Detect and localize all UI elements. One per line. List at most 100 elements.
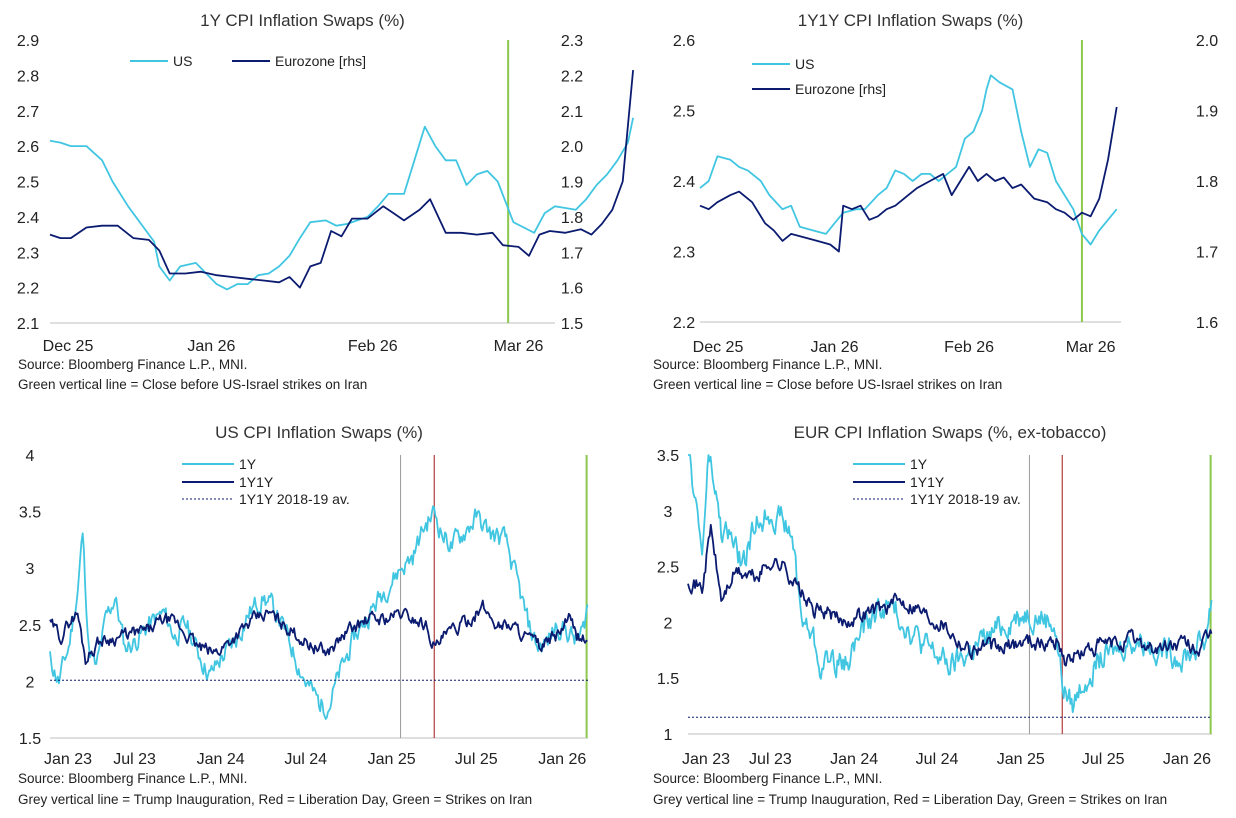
y-tick-label: 2.6 (17, 139, 39, 156)
chart-title: US CPI Inflation Swaps (%) (215, 423, 423, 442)
source-note: Source: Bloomberg Finance L.P., MNI. (653, 357, 883, 372)
chart-title: 1Y CPI Inflation Swaps (%) (200, 11, 405, 30)
y-tick-label: 2 (26, 674, 35, 691)
y-tick-label: 3 (664, 504, 673, 521)
y-tick-label: 2.4 (673, 174, 695, 191)
x-tick-label: Jul 25 (455, 751, 498, 768)
x-tick-label: Jan 26 (1163, 751, 1211, 768)
legend-label: 1Y (239, 456, 257, 472)
x-tick-label: Jan 26 (187, 338, 235, 355)
y2-tick-label: 1.5 (561, 316, 583, 333)
series-line-0 (688, 454, 1213, 714)
legend-label: US (795, 56, 814, 72)
y-tick-label: 1 (664, 727, 673, 744)
y-tick-label: 2.8 (17, 68, 39, 85)
x-tick-label: Jan 25 (368, 751, 416, 768)
y-tick-label: 2.6 (673, 33, 695, 50)
y-tick-label: 2.7 (17, 104, 39, 121)
x-tick-label: Jan 23 (682, 751, 730, 768)
series-line-1 (49, 599, 588, 665)
y-tick-label: 1.5 (657, 671, 679, 688)
chart-1y-cpi-swaps: 1Y CPI Inflation Swaps (%) 2.1 2.2 2.3 2.4 2.… (17, 11, 634, 355)
y-tick-label: 2.4 (17, 210, 39, 227)
chart-panel-1y-cpi: 1Y CPI Inflation Swaps (%) 2.1 2.2 2.3 2.4 2.… (0, 0, 634, 409)
y-tick-label: 4 (26, 448, 35, 465)
y-tick-label: 2.3 (673, 245, 695, 262)
x-tick-label: Mar 26 (494, 338, 544, 355)
y2-tick-label: 1.8 (1196, 174, 1218, 191)
source-note: Source: Bloomberg Finance L.P., MNI. (18, 771, 248, 786)
series-line-0 (49, 117, 634, 291)
x-tick-label: Jan 26 (811, 339, 859, 356)
chart-panel-1y1y-cpi: 1Y1Y CPI Inflation Swaps (%) 2.2 2.3 2.4 2.5… (618, 0, 1236, 409)
y-tick-label: 2.2 (17, 281, 39, 298)
y2-tick-label: 1.6 (561, 281, 583, 298)
y-tick-label: 3 (26, 561, 35, 578)
y-tick-label: 2 (664, 615, 673, 632)
series-line-0 (49, 505, 589, 720)
x-tick-label: Jul 25 (1082, 751, 1125, 768)
y-tick-label: 2.2 (673, 315, 695, 332)
legend-label: Eurozone [rhs] (275, 53, 366, 69)
x-tick-label: Jul 24 (284, 751, 327, 768)
series-line-1 (687, 523, 1213, 667)
x-tick-label: Jul 23 (113, 751, 156, 768)
legend-label: 1Y1Y 2018-19 av. (910, 491, 1021, 507)
y2-tick-label: 2.1 (561, 104, 583, 121)
legend-label: Eurozone [rhs] (795, 81, 886, 97)
chart-1y1y-cpi-swaps: 1Y1Y CPI Inflation Swaps (%) 2.2 2.3 2.4 2.5… (673, 11, 1218, 356)
line-legend-note: Grey vertical line = Trump Inauguration,… (653, 792, 1168, 807)
x-tick-label: Jan 24 (197, 751, 245, 768)
y-tick-label: 1.5 (19, 731, 41, 748)
chart-title: 1Y1Y CPI Inflation Swaps (%) (798, 11, 1024, 30)
line-legend-note: Green vertical line = Close before US-Is… (18, 377, 368, 392)
x-tick-label: Dec 25 (43, 338, 94, 355)
x-tick-label: Dec 25 (693, 339, 744, 356)
x-tick-label: Jan 26 (538, 751, 586, 768)
y-tick-label: 2.3 (17, 245, 39, 262)
legend-label: 1Y1Y (910, 474, 945, 490)
y-tick-label: 2.9 (17, 33, 39, 50)
line-legend-note: Grey vertical line = Trump Inauguration,… (18, 792, 533, 807)
y-tick-label: 2.5 (19, 618, 41, 635)
y-tick-label: 3.5 (19, 505, 41, 522)
y2-tick-label: 1.6 (1196, 315, 1218, 332)
source-note: Source: Bloomberg Finance L.P., MNI. (653, 771, 883, 786)
source-note: Source: Bloomberg Finance L.P., MNI. (18, 357, 248, 372)
y-tick-label: 2.5 (657, 560, 679, 577)
y2-tick-label: 2.3 (561, 33, 583, 50)
x-tick-label: Feb 26 (348, 338, 398, 355)
chart-eur-cpi-swaps: EUR CPI Inflation Swaps (%, ex-tobacco) 1… (657, 423, 1213, 768)
x-tick-label: Jan 25 (997, 751, 1045, 768)
y2-tick-label: 2.2 (561, 68, 583, 85)
y-tick-label: 3.5 (657, 448, 679, 465)
series-line-1 (699, 106, 1118, 253)
chart-title: EUR CPI Inflation Swaps (%, ex-tobacco) (794, 423, 1107, 442)
y2-tick-label: 2.0 (561, 139, 583, 156)
y2-tick-label: 1.8 (561, 210, 583, 227)
legend-label: 1Y1Y (239, 474, 274, 490)
x-tick-label: Jul 24 (916, 751, 959, 768)
y2-tick-label: 1.7 (1196, 245, 1218, 262)
legend-label: US (173, 53, 192, 69)
y-tick-label: 2.5 (673, 104, 695, 121)
x-tick-label: Jan 23 (44, 751, 92, 768)
legend-label: 1Y (910, 456, 928, 472)
series-line-1 (49, 70, 634, 289)
chart-us-cpi-swaps: US CPI Inflation Swaps (%) 1.5 2 2.5 3 3.5 4 Ja… (19, 423, 589, 768)
x-tick-label: Mar 26 (1066, 339, 1116, 356)
chart-panel-eur-cpi: EUR CPI Inflation Swaps (%, ex-tobacco) 1… (618, 409, 1236, 818)
y-tick-label: 2.5 (17, 175, 39, 192)
legend-label: 1Y1Y 2018-19 av. (239, 491, 350, 507)
y2-tick-label: 2.0 (1196, 33, 1218, 50)
x-tick-label: Jul 23 (749, 751, 792, 768)
y-tick-label: 2.1 (17, 316, 39, 333)
line-legend-note: Green vertical line = Close before US-Is… (653, 377, 1003, 392)
x-tick-label: Feb 26 (944, 339, 994, 356)
y2-tick-label: 1.9 (561, 175, 583, 192)
y2-tick-label: 1.7 (561, 245, 583, 262)
series-line-0 (699, 74, 1118, 246)
chart-panel-us-cpi: US CPI Inflation Swaps (%) 1.5 2 2.5 3 3.5 4 Ja… (0, 409, 618, 818)
y2-tick-label: 1.9 (1196, 104, 1218, 121)
x-tick-label: Jan 24 (830, 751, 878, 768)
